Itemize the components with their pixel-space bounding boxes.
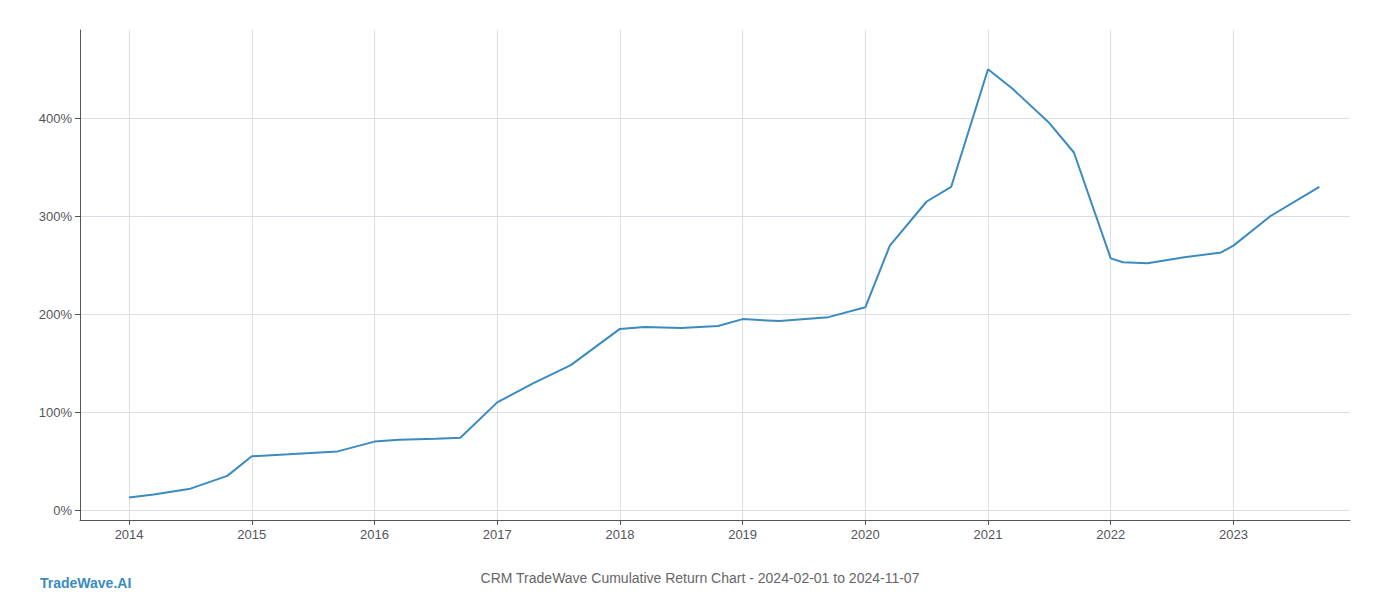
svg-text:400%: 400% [39, 111, 73, 126]
svg-text:100%: 100% [39, 405, 73, 420]
svg-text:2019: 2019 [728, 527, 757, 542]
svg-text:2016: 2016 [360, 527, 389, 542]
svg-text:200%: 200% [39, 307, 73, 322]
svg-text:2022: 2022 [1096, 527, 1125, 542]
svg-text:2023: 2023 [1219, 527, 1248, 542]
svg-text:2018: 2018 [605, 527, 634, 542]
svg-text:2014: 2014 [115, 527, 144, 542]
svg-text:CRM TradeWave Cumulative Retur: CRM TradeWave Cumulative Return Chart - … [481, 570, 920, 586]
svg-text:2020: 2020 [851, 527, 880, 542]
svg-text:0%: 0% [53, 503, 72, 518]
svg-text:2021: 2021 [974, 527, 1003, 542]
svg-text:2017: 2017 [483, 527, 512, 542]
svg-text:300%: 300% [39, 209, 73, 224]
svg-text:2015: 2015 [237, 527, 266, 542]
svg-text:TradeWave.AI: TradeWave.AI [40, 575, 131, 591]
